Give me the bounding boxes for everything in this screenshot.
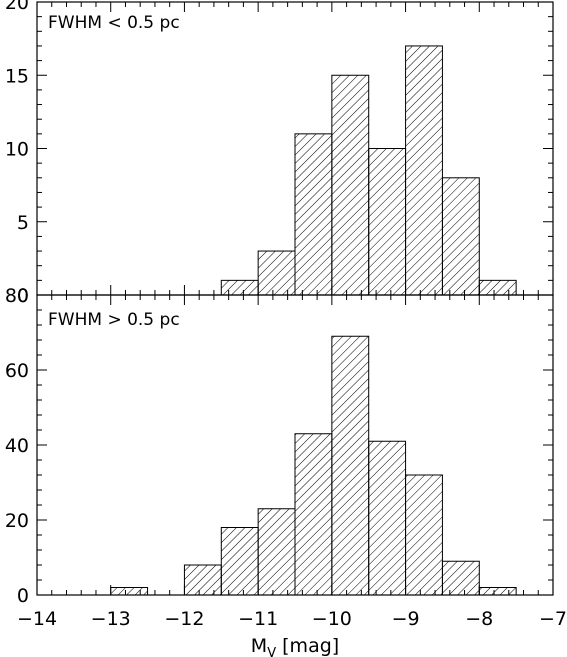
bottom-y-tick-labels: 0 20 40 60 80 xyxy=(5,285,29,607)
bottom-histogram-bar xyxy=(220,527,259,596)
top-y-tick-label: 20 xyxy=(5,0,29,14)
bottom-histogram-bar xyxy=(478,587,517,596)
top-y-tick-label: 10 xyxy=(5,139,29,161)
top-y-tick-labels: 0 5 10 15 20 xyxy=(5,0,29,307)
x-axis-label-subscript: V xyxy=(267,646,276,657)
bottom-y-tick-label: 40 xyxy=(5,435,29,457)
bottom-histogram-bar xyxy=(368,440,407,596)
bottom-y-tick-label: 0 xyxy=(17,585,29,607)
top-y-tick-label: 0 xyxy=(17,285,29,307)
bottom-panel-label: FWHM > 0.5 pc xyxy=(48,310,180,330)
top-histogram-bar xyxy=(257,250,296,296)
x-tick-label: −14 xyxy=(17,608,57,630)
top-y-tick-label: 5 xyxy=(17,212,29,234)
top-histogram-bar xyxy=(478,279,517,296)
x-tick-label: −7 xyxy=(539,608,567,630)
x-tick-label: −11 xyxy=(238,608,278,630)
x-tick-label: −13 xyxy=(91,608,131,630)
bottom-histogram-bar xyxy=(110,587,149,596)
bottom-y-tick-label: 80 xyxy=(5,285,29,307)
top-histogram-bar xyxy=(441,177,480,296)
bottom-histogram-bar xyxy=(294,433,333,596)
x-axis-label-main: M xyxy=(251,635,267,657)
x-tick-label: −9 xyxy=(392,608,420,630)
bottom-histogram-bar xyxy=(331,335,370,596)
bottom-panel: 0 20 40 60 80 −14 −13 −12 −11 −10 −9 −8 −7 FWHM > 0… xyxy=(5,285,567,630)
bottom-y-tick-label: 60 xyxy=(5,360,29,382)
top-histogram-bar xyxy=(405,45,443,296)
top-histogram-bar xyxy=(368,148,407,296)
bottom-tick-marks xyxy=(36,294,554,596)
top-tick-marks xyxy=(36,1,554,296)
x-tick-label: −12 xyxy=(164,608,204,630)
x-tick-label: −8 xyxy=(465,608,493,630)
x-axis-label-unit: [mag] xyxy=(276,635,339,657)
bottom-histogram-bar xyxy=(405,474,443,596)
top-y-tick-label: 15 xyxy=(5,65,29,87)
bottom-histogram-bar xyxy=(183,564,222,596)
bottom-y-tick-label: 20 xyxy=(5,510,29,532)
top-panel-label: FWHM < 0.5 pc xyxy=(48,13,180,33)
top-histogram-bar xyxy=(331,74,370,296)
x-tick-labels: −14 −13 −12 −11 −10 −9 −8 −7 xyxy=(17,608,567,630)
bottom-plot-frame xyxy=(36,294,554,596)
top-histogram-bars xyxy=(220,45,517,296)
bottom-histogram-bar xyxy=(441,560,480,596)
top-histogram-bar xyxy=(220,279,259,296)
x-tick-label: −10 xyxy=(312,608,352,630)
x-axis-label: MV [mag] xyxy=(251,635,339,657)
top-panel: 0 5 10 15 20 FWHM < 0.5 pc xyxy=(5,0,554,307)
bottom-histogram-bars xyxy=(110,335,517,596)
bottom-histogram-bar xyxy=(257,508,296,596)
top-histogram-bar xyxy=(294,133,333,296)
